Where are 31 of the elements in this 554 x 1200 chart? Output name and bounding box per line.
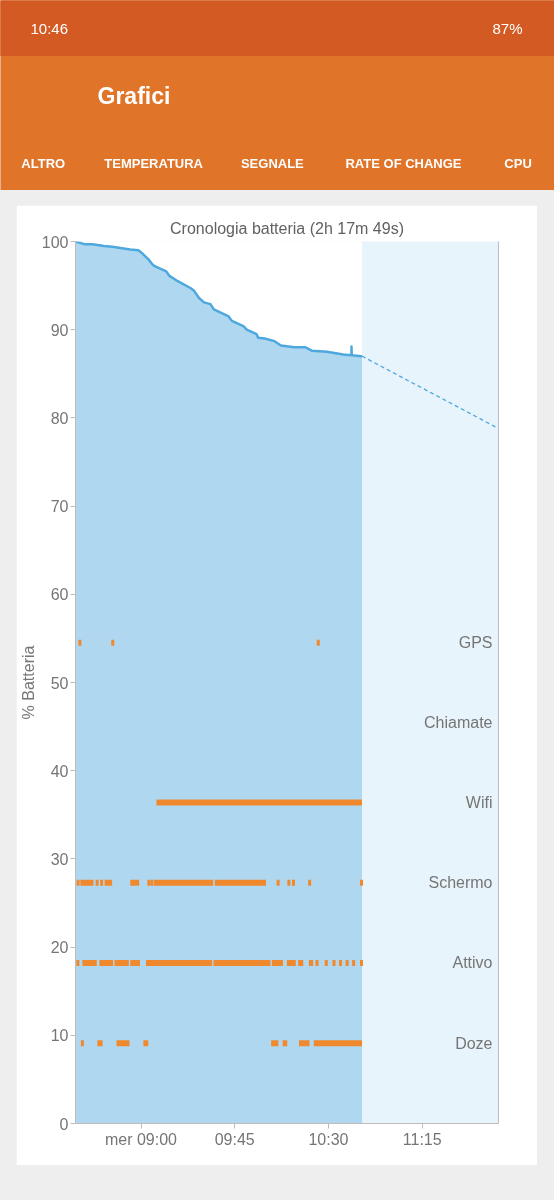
y-tick-label: 30 [50, 850, 69, 868]
text: TEMPERATURA [104, 156, 204, 171]
x-tick-label: mer 09:00 [104, 1130, 178, 1148]
y-axis-title: % Batteria [19, 645, 37, 720]
y-tick-label: 40 [50, 762, 69, 780]
text: 87% [492, 20, 523, 37]
y-tick-label: 90 [50, 321, 69, 339]
text: Wifi [465, 793, 493, 811]
text: GPS [458, 634, 493, 652]
y-tick-label: 60 [50, 586, 69, 604]
text: SEGNALE [240, 156, 305, 171]
y-tick-label: 10 [50, 1027, 69, 1045]
text: 10:46 [30, 20, 69, 37]
annotation: Chiamate [424, 713, 493, 731]
x-tick-label: 11:15 [402, 1130, 442, 1148]
text: ALTRO [21, 156, 66, 171]
y-tick-label: 20 [50, 939, 69, 957]
y-tick-label: 100 [41, 233, 69, 251]
y-tick-label: 0 [59, 1115, 69, 1133]
y-tick-label: 80 [50, 409, 69, 427]
text: Attivo [452, 954, 493, 972]
x-tick-label: 09:45 [214, 1130, 255, 1148]
text: Grafici [97, 82, 171, 109]
y-tick-label: 70 [50, 498, 69, 516]
text: CPU [504, 156, 532, 171]
text: Doze [455, 1034, 493, 1052]
y-tick-label: 50 [50, 674, 69, 692]
text: RATE OF CHANGE [345, 156, 462, 171]
x-tick-label: 10:30 [308, 1130, 349, 1148]
chart-title: Cronologia batteria (2h 17m 49s) [170, 219, 404, 237]
text: Schermo [428, 874, 493, 892]
